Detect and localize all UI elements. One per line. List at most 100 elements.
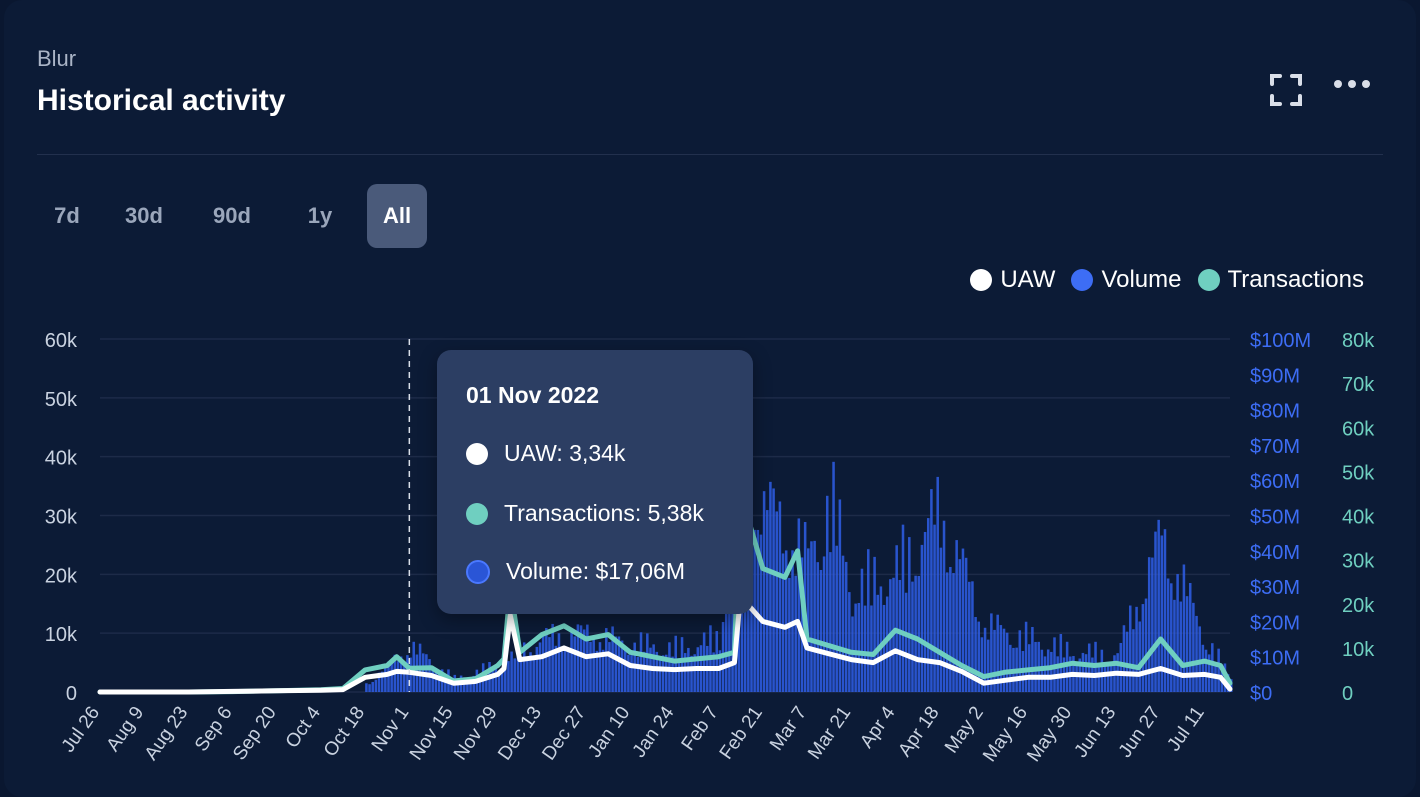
y-volume-tick-label: $10M bbox=[1250, 648, 1300, 670]
volume-bar bbox=[867, 549, 870, 692]
legend-label-transactions: Transactions bbox=[1227, 266, 1365, 293]
volume-bar bbox=[756, 529, 760, 692]
volume-bar bbox=[990, 613, 993, 692]
volume-bar bbox=[930, 489, 933, 692]
y-volume-tick-label: $80M bbox=[1250, 401, 1300, 423]
volume-bar bbox=[403, 662, 406, 692]
volume-bar bbox=[1151, 557, 1154, 692]
chart-title: Historical activity bbox=[37, 84, 286, 117]
volume-bar bbox=[368, 684, 371, 692]
volume-bar bbox=[646, 633, 649, 692]
x-tick-label: Nov 29 bbox=[450, 703, 502, 764]
x-tick-label: Feb 7 bbox=[678, 703, 723, 755]
volume-bar bbox=[999, 625, 1003, 692]
volume-bar bbox=[674, 635, 677, 692]
y-volume-tick-label: $90M bbox=[1250, 365, 1300, 387]
volume-bar bbox=[611, 626, 614, 692]
volume-bar bbox=[961, 548, 965, 692]
volume-bar bbox=[605, 628, 608, 692]
y-volume-tick-label: $100M bbox=[1250, 330, 1311, 352]
y-volume-tick-label: $50M bbox=[1250, 507, 1300, 529]
x-tick-label: Apr 18 bbox=[894, 703, 943, 761]
x-tick-label: Jul 26 bbox=[58, 703, 104, 757]
volume-bar bbox=[655, 651, 659, 692]
expand-icon[interactable] bbox=[1266, 70, 1306, 110]
volume-bar bbox=[620, 640, 624, 692]
volume-bar bbox=[390, 659, 393, 692]
tooltip-row-uaw: UAW: 3,34k bbox=[466, 440, 625, 467]
x-tick-label: Sep 20 bbox=[229, 703, 281, 764]
x-tick-label: Dec 13 bbox=[494, 703, 546, 764]
volume-bar bbox=[690, 655, 693, 692]
volume-bar bbox=[807, 548, 810, 692]
volume-bar bbox=[1103, 662, 1107, 692]
volume-bar bbox=[1065, 641, 1069, 692]
x-tick-label: Feb 21 bbox=[716, 703, 767, 764]
time-range-selector: 7d 30d 90d 1y All bbox=[37, 184, 427, 248]
volume-bar bbox=[627, 654, 630, 692]
legend-item-uaw[interactable]: UAW bbox=[970, 266, 1055, 294]
volume-bar bbox=[1043, 656, 1047, 692]
volume-bar bbox=[759, 534, 763, 692]
tooltip-row-volume: Volume: $17,06M bbox=[466, 558, 685, 585]
volume-bar bbox=[1138, 621, 1141, 692]
volume-bar bbox=[885, 596, 889, 692]
volume-bar bbox=[567, 648, 570, 692]
chart-subtitle: Blur bbox=[37, 46, 77, 71]
volume-bar bbox=[781, 553, 785, 692]
volume-bar bbox=[1128, 605, 1132, 692]
volume-bar bbox=[661, 655, 665, 692]
x-tick-label: Apr 4 bbox=[856, 702, 899, 752]
volume-bar bbox=[1125, 631, 1129, 692]
volume-bar bbox=[986, 639, 990, 692]
volume-bar bbox=[494, 666, 498, 692]
volume-bar bbox=[365, 683, 368, 692]
range-30d[interactable]: 30d bbox=[125, 203, 163, 228]
y-transactions-tick-label: 20k bbox=[1342, 595, 1375, 617]
more-icon[interactable] bbox=[1330, 70, 1374, 100]
header-divider bbox=[37, 154, 1383, 155]
x-tick-label: Jun 27 bbox=[1115, 703, 1165, 762]
volume-bar bbox=[1002, 628, 1006, 692]
range-all[interactable]: All bbox=[367, 184, 427, 248]
range-90d[interactable]: 90d bbox=[213, 203, 251, 228]
y-volume-tick-label: $30M bbox=[1250, 577, 1300, 599]
range-1y[interactable]: 1y bbox=[307, 203, 333, 228]
volume-bar bbox=[870, 605, 873, 692]
y-volume-tick-label: $70M bbox=[1250, 436, 1300, 458]
x-tick-label: Jun 13 bbox=[1071, 703, 1121, 762]
volume-bar bbox=[1018, 630, 1022, 692]
y-left-tick-label: 0 bbox=[66, 683, 77, 705]
volume-bar bbox=[507, 661, 510, 692]
volume-bar bbox=[879, 586, 883, 692]
volume-bar bbox=[529, 652, 532, 692]
legend-dot-volume bbox=[1071, 269, 1094, 291]
tooltip-transactions-value: Transactions: 5,38k bbox=[504, 500, 704, 526]
volume-bar bbox=[1198, 626, 1201, 692]
volume-bar bbox=[431, 666, 434, 692]
volume-bar bbox=[873, 556, 876, 692]
volume-bar bbox=[1059, 634, 1063, 692]
volume-bar bbox=[1192, 602, 1195, 692]
volume-bar bbox=[788, 577, 791, 692]
volume-bar bbox=[519, 660, 523, 692]
volume-bar bbox=[1230, 679, 1233, 692]
volume-bar bbox=[516, 642, 520, 692]
volume-bar bbox=[1005, 632, 1009, 692]
volume-bar bbox=[573, 636, 576, 692]
volume-bar bbox=[841, 555, 845, 692]
volume-bar bbox=[926, 518, 930, 692]
volume-bar bbox=[1163, 529, 1167, 692]
x-tick-label: Aug 9 bbox=[103, 703, 149, 756]
legend-item-volume[interactable]: Volume bbox=[1071, 266, 1182, 294]
legend-label-volume: Volume bbox=[1101, 266, 1182, 293]
volume-bar bbox=[683, 653, 687, 692]
range-7d[interactable]: 7d bbox=[54, 203, 80, 228]
y-left-tick-label: 60k bbox=[45, 330, 78, 352]
volume-bar bbox=[1157, 519, 1160, 692]
volume-bar bbox=[1087, 643, 1091, 692]
y-volume-tick-label: $60M bbox=[1250, 471, 1300, 493]
x-tick-label: Nov 15 bbox=[406, 703, 458, 764]
transactions-line bbox=[97, 486, 1233, 695]
legend-item-transactions[interactable]: Transactions bbox=[1197, 266, 1365, 294]
